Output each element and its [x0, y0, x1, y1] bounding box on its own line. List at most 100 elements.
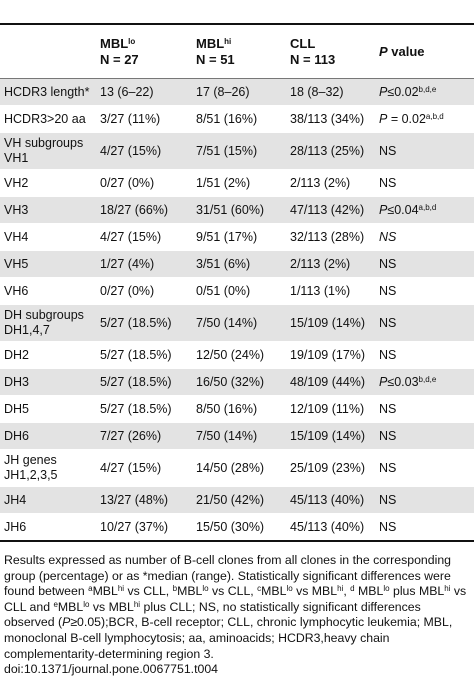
cell-mbl-lo: 5/27 (18.5%): [96, 395, 192, 423]
header-pvalue: P value: [375, 25, 474, 79]
table-row: VH subgroups VH1 4/27 (15%) 7/51 (15%) 28/1…: [0, 132, 474, 170]
cell-pvalue: NS: [375, 169, 474, 197]
cell-mbl-hi: 17 (8–26): [192, 78, 286, 106]
table-row: DH5 5/27 (18.5%) 8/50 (16%) 12/109 (11%) NS: [0, 395, 474, 423]
table-row: DH3 5/27 (18.5%) 16/50 (32%) 48/109 (44%) P≤…: [0, 368, 474, 396]
cell-pvalue: NS: [375, 132, 474, 170]
cell-cll: 32/113 (28%): [286, 223, 375, 251]
cell-cll: 48/109 (44%): [286, 368, 375, 396]
header-mbl-lo: MBLlo N = 27: [96, 25, 192, 79]
cell-mbl-hi: 3/51 (6%): [192, 250, 286, 278]
row-label: JH4: [0, 486, 96, 514]
cell-mbl-lo: 18/27 (66%): [96, 196, 192, 224]
row-label: VH5: [0, 250, 96, 278]
table-footnote: Results expressed as number of B-cell cl…: [4, 553, 467, 677]
cell-mbl-lo: 4/27 (15%): [96, 223, 192, 251]
row-label: DH6: [0, 422, 96, 450]
cell-cll: 2/113 (2%): [286, 169, 375, 197]
cell-mbl-hi: 31/51 (60%): [192, 196, 286, 224]
cell-mbl-lo: 5/27 (18.5%): [96, 304, 192, 342]
cell-mbl-hi: 16/50 (32%): [192, 368, 286, 396]
table-row: HCDR3>20 aa 3/27 (11%) 8/51 (16%) 38/113 (3…: [0, 105, 474, 133]
table-row: VH4 4/27 (15%) 9/51 (17%) 32/113 (28%) NS: [0, 223, 474, 251]
table-row: DH2 5/27 (18.5%) 12/50 (24%) 19/109 (17%) NS: [0, 341, 474, 369]
cell-pvalue: NS: [375, 395, 474, 423]
cell-pvalue: NS: [375, 304, 474, 342]
table-row: VH2 0/27 (0%) 1/51 (2%) 2/113 (2%) NS: [0, 169, 474, 197]
table-row: DH subgroups DH1,4,7 5/27 (18.5%) 7/50 (14…: [0, 304, 474, 342]
cell-pvalue: NS: [375, 277, 474, 305]
table-row: DH6 7/27 (26%) 7/50 (14%) 15/109 (14%) NS: [0, 422, 474, 450]
header-cll: CLL N = 113: [286, 25, 375, 79]
cell-mbl-hi: 15/50 (30%): [192, 513, 286, 542]
table-row: JH genes JH1,2,3,5 4/27 (15%) 14/50 (28%) 2…: [0, 449, 474, 487]
cell-mbl-lo: 7/27 (26%): [96, 422, 192, 450]
cell-cll: 19/109 (17%): [286, 341, 375, 369]
table-header: MBLlo N = 27 MBLhi N = 51 CLL N = 113 P …: [0, 25, 474, 79]
cell-cll: 28/113 (25%): [286, 132, 375, 170]
cell-mbl-lo: 0/27 (0%): [96, 169, 192, 197]
cell-mbl-lo: 1/27 (4%): [96, 250, 192, 278]
row-label: VH3: [0, 196, 96, 224]
cell-mbl-hi: 8/51 (16%): [192, 105, 286, 133]
header-mbl-hi: MBLhi N = 51: [192, 25, 286, 79]
cell-cll: 15/109 (14%): [286, 422, 375, 450]
cell-cll: 2/113 (2%): [286, 250, 375, 278]
table-row: JH4 13/27 (48%) 21/50 (42%) 45/113 (40%) NS: [0, 486, 474, 514]
cell-mbl-lo: 10/27 (37%): [96, 513, 192, 542]
cell-cll: 45/113 (40%): [286, 486, 375, 514]
cell-mbl-hi: 7/51 (15%): [192, 132, 286, 170]
row-label: VH2: [0, 169, 96, 197]
cell-cll: 15/109 (14%): [286, 304, 375, 342]
cell-pvalue: NS: [375, 449, 474, 487]
row-label: VH4: [0, 223, 96, 251]
row-label: DH2: [0, 341, 96, 369]
cell-mbl-lo: 13 (6–22): [96, 78, 192, 106]
row-label: JH genes JH1,2,3,5: [0, 449, 96, 487]
row-label: DH5: [0, 395, 96, 423]
cell-mbl-hi: 7/50 (14%): [192, 304, 286, 342]
cell-pvalue: P = 0.02a,b,d: [375, 105, 474, 133]
cell-pvalue: P≤0.04a,b,d: [375, 196, 474, 224]
table-row: VH5 1/27 (4%) 3/51 (6%) 2/113 (2%) NS: [0, 250, 474, 278]
table-row: HCDR3 length* 13 (6–22) 17 (8–26) 18 (8–32)…: [0, 78, 474, 106]
row-label: DH3: [0, 368, 96, 396]
cell-mbl-lo: 4/27 (15%): [96, 132, 192, 170]
table-row: VH6 0/27 (0%) 0/51 (0%) 1/113 (1%) NS: [0, 277, 474, 305]
cell-pvalue: P≤0.03b,d,e: [375, 368, 474, 396]
cell-cll: 45/113 (40%): [286, 513, 375, 542]
cell-mbl-lo: 0/27 (0%): [96, 277, 192, 305]
cell-pvalue: NS: [375, 250, 474, 278]
cell-pvalue: NS: [375, 486, 474, 514]
cell-mbl-lo: 3/27 (11%): [96, 105, 192, 133]
cell-mbl-hi: 12/50 (24%): [192, 341, 286, 369]
top-rule: [0, 0, 474, 25]
cell-pvalue: NS: [375, 513, 474, 542]
cell-pvalue: NS: [375, 422, 474, 450]
table-row: VH3 18/27 (66%) 31/51 (60%) 47/113 (42%) P≤0…: [0, 196, 474, 224]
cell-mbl-lo: 4/27 (15%): [96, 449, 192, 487]
row-label: DH subgroups DH1,4,7: [0, 304, 96, 342]
cell-mbl-hi: 8/50 (16%): [192, 395, 286, 423]
cell-mbl-lo: 13/27 (48%): [96, 486, 192, 514]
row-label: JH6: [0, 513, 96, 542]
cell-mbl-lo: 5/27 (18.5%): [96, 368, 192, 396]
cell-mbl-hi: 21/50 (42%): [192, 486, 286, 514]
cell-cll: 38/113 (34%): [286, 105, 375, 133]
row-label: HCDR3>20 aa: [0, 105, 96, 133]
cell-pvalue: P≤0.02b,d,e: [375, 78, 474, 106]
doi-text: doi:10.1371/journal.pone.0067751.t004: [4, 662, 219, 677]
cell-mbl-hi: 7/50 (14%): [192, 422, 286, 450]
cell-cll: 18 (8–32): [286, 78, 375, 106]
header-empty: [0, 25, 96, 79]
cell-mbl-hi: 0/51 (0%): [192, 277, 286, 305]
cell-cll: 25/109 (23%): [286, 449, 375, 487]
cell-mbl-hi: 1/51 (2%): [192, 169, 286, 197]
row-label: VH6: [0, 277, 96, 305]
cell-mbl-hi: 14/50 (28%): [192, 449, 286, 487]
cell-cll: 47/113 (42%): [286, 196, 375, 224]
row-label: HCDR3 length*: [0, 78, 96, 106]
results-table: MBLlo N = 27 MBLhi N = 51 CLL N = 113 P …: [0, 25, 474, 542]
row-label: VH subgroups VH1: [0, 132, 96, 170]
cell-cll: 1/113 (1%): [286, 277, 375, 305]
